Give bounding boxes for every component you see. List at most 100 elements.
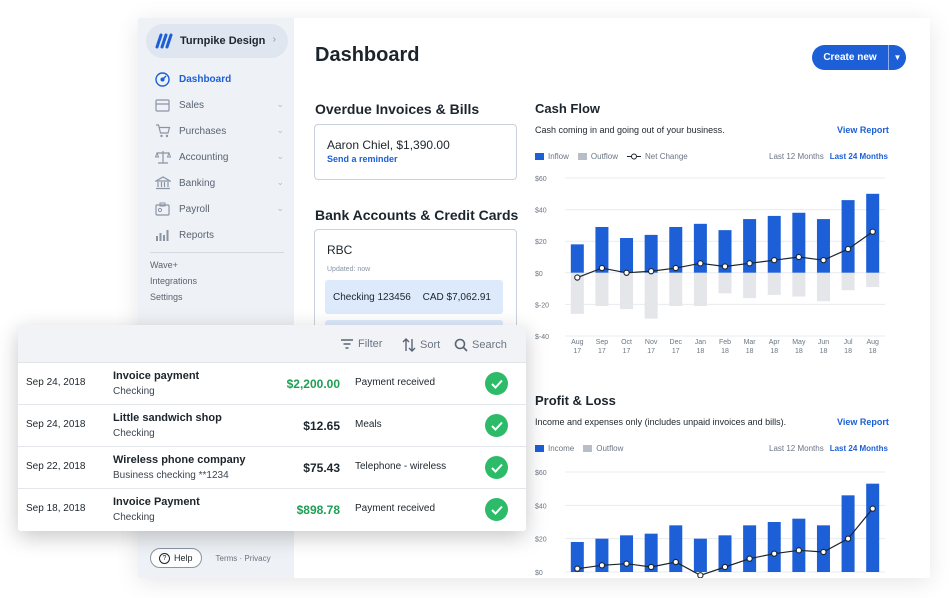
account-balance: CAD $7,062.91 (422, 291, 491, 303)
bar-inflow (595, 226, 609, 273)
sidebar-footer: ? Help Terms · Privacy (150, 548, 271, 568)
sidebar-item-purchases[interactable]: Purchases ⌄ (138, 118, 294, 144)
profit-loss-chart: $60 $40 $20 $0 (535, 470, 885, 578)
search-button[interactable]: Search (454, 338, 507, 352)
cash-flow-view-report-link[interactable]: View Report (837, 125, 889, 135)
period-24-months[interactable]: Last 24 Months (829, 152, 888, 161)
net-change-point (869, 228, 876, 235)
x-tick-label: Jul (844, 339, 853, 346)
bar-outflow (718, 272, 732, 294)
bar-outflow (620, 272, 634, 310)
send-reminder-link[interactable]: Send a reminder (327, 154, 398, 164)
period-12-months[interactable]: Last 12 Months (769, 152, 824, 161)
sidebar-item-dashboard[interactable]: Dashboard (138, 66, 294, 92)
x-tick-label: Jan (695, 339, 706, 346)
x-tick-label: Jun (818, 339, 829, 346)
bar-inflow (841, 200, 855, 273)
sales-icon (154, 97, 171, 114)
check-icon[interactable] (485, 372, 508, 395)
net-change-point (771, 550, 778, 557)
sort-label: Sort (420, 339, 441, 351)
transaction-date: Sep 22, 2018 (26, 461, 86, 472)
bar-inflow (669, 226, 683, 273)
wave-logo-icon (154, 31, 174, 51)
sidebar-nav: Dashboard Sales ⌄ Purchases ⌄ A (138, 66, 294, 305)
sidebar-item-integrations[interactable]: Integrations (150, 276, 198, 286)
swatch-icon (583, 445, 593, 452)
profit-loss-view-report-link[interactable]: View Report (837, 417, 889, 427)
bar-inflow (669, 525, 683, 572)
bar-inflow (718, 230, 732, 273)
cash-flow-title: Cash Flow (535, 101, 601, 116)
caret-down-icon[interactable]: ▼ (893, 53, 902, 62)
transaction-row[interactable]: Sep 24, 2018 Invoice payment Checking $2… (18, 363, 526, 405)
x-tick-label: 17 (573, 348, 581, 355)
sidebar-item-wave-plus[interactable]: Wave+ (150, 260, 178, 270)
transaction-row[interactable]: Sep 24, 2018 Little sandwich shop Checki… (18, 405, 526, 447)
x-tick-label: Mar (744, 339, 757, 346)
check-icon[interactable] (485, 498, 508, 521)
sidebar-item-reports[interactable]: Reports (138, 222, 294, 248)
net-change-point (820, 548, 827, 556)
transaction-category[interactable]: Payment received (355, 377, 436, 388)
transactions-toolbar: Filter Sort Search (18, 325, 526, 363)
y-tick-label: $-20 (535, 302, 549, 309)
check-icon[interactable] (485, 456, 508, 479)
create-new-button[interactable]: Create new ▼ (812, 45, 906, 70)
x-tick-label: 17 (672, 348, 680, 355)
bar-inflow (570, 244, 584, 273)
sidebar-item-sales[interactable]: Sales ⌄ (138, 92, 294, 118)
x-tick-label: May (792, 339, 806, 346)
legend-income: Income (535, 444, 574, 453)
overdue-title: Overdue Invoices & Bills (315, 101, 480, 117)
sidebar-item-accounting[interactable]: Accounting ⌄ (138, 144, 294, 170)
terms-privacy-link[interactable]: Terms · Privacy (215, 553, 271, 563)
transaction-amount: $898.78 (296, 503, 340, 517)
bar-inflow (570, 542, 584, 572)
profit-loss-legend: Income Outflow (535, 444, 632, 453)
net-change-point (598, 264, 606, 272)
sidebar-divider (150, 252, 284, 253)
x-tick-label: Aug (866, 339, 879, 346)
period-12-months[interactable]: Last 12 Months (769, 444, 824, 453)
x-tick-label: 17 (623, 348, 631, 355)
net-change-point (844, 535, 852, 542)
legend-label: Outflow (596, 444, 624, 453)
transaction-row[interactable]: Sep 22, 2018 Wireless phone company Busi… (18, 447, 526, 489)
transaction-category[interactable]: Meals (355, 419, 382, 430)
legend-outflow: Outflow (583, 444, 623, 453)
bar-chart-icon (154, 227, 171, 244)
bar-inflow (595, 538, 609, 572)
transaction-date: Sep 24, 2018 (26, 377, 86, 388)
x-tick-label: Dec (670, 339, 683, 346)
net-change-point (746, 555, 753, 562)
transaction-category[interactable]: Telephone - wireless (355, 461, 447, 472)
dashboard-icon (154, 71, 171, 88)
net-change-point (721, 263, 729, 270)
net-change-point (623, 560, 630, 567)
transaction-account: Checking (113, 512, 155, 523)
x-tick-label: 18 (721, 348, 729, 355)
transaction-category[interactable]: Payment received (355, 503, 436, 514)
business-switcher[interactable]: Turnpike Design › (146, 24, 288, 58)
sidebar-item-label: Reports (179, 229, 215, 241)
line-dot-icon (627, 153, 642, 160)
help-button[interactable]: ? Help (150, 548, 202, 568)
net-change-point (697, 572, 704, 578)
sidebar-item-payroll[interactable]: Payroll ⌄ (138, 196, 294, 222)
check-icon[interactable] (485, 414, 508, 437)
y-tick-label: $40 (535, 503, 547, 510)
filter-button[interactable]: Filter (340, 338, 382, 350)
sidebar-item-settings[interactable]: Settings (150, 292, 183, 302)
bank-account-row[interactable]: Checking 123456 CAD $7,062.91 (325, 280, 503, 314)
net-change-point (672, 264, 679, 272)
period-24-months[interactable]: Last 24 Months (829, 444, 888, 453)
transaction-row[interactable]: Sep 18, 2018 Invoice Payment Checking $8… (18, 489, 526, 531)
bar-inflow (743, 219, 757, 273)
x-tick-label: 18 (795, 348, 803, 355)
search-label: Search (472, 339, 507, 351)
x-tick-label: 17 (598, 348, 606, 355)
sidebar-item-banking[interactable]: Banking ⌄ (138, 170, 294, 196)
sort-button[interactable]: Sort (402, 338, 440, 352)
cash-flow-period-toggle: Last 12 Months Last 24 Months (769, 152, 888, 161)
